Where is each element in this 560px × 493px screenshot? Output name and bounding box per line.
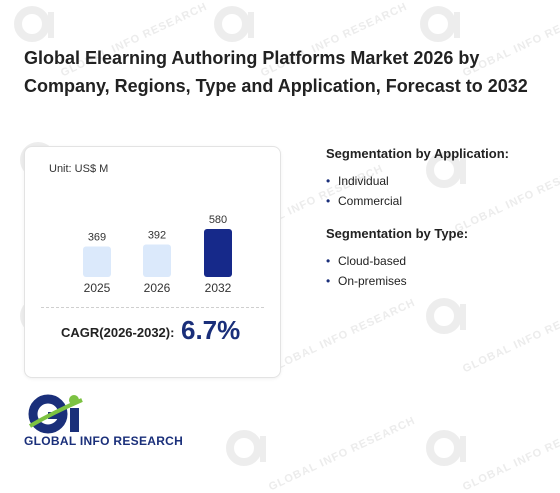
card-divider	[41, 307, 264, 308]
bar-value-label: 580	[209, 214, 227, 226]
market-size-card: Unit: US$ M 369 2025 392 2026 580 2032 CAGR(2…	[24, 146, 281, 378]
watermark-logo-icon	[426, 430, 466, 466]
gi-logo-icon	[28, 394, 83, 434]
category-label: 2025	[84, 281, 111, 295]
list-item: Individual	[326, 171, 546, 191]
cagr-label: CAGR(2026-2032):	[61, 325, 175, 340]
watermark-logo-icon	[226, 430, 266, 466]
watermark-logo-icon	[14, 6, 54, 42]
category-label: 2026	[144, 281, 171, 295]
watermark-logo-icon	[214, 6, 254, 42]
list-item: Cloud-based	[326, 251, 546, 271]
category-label: 2032	[205, 281, 232, 295]
watermark-text: GLOBAL INFO RESEARCH	[266, 414, 418, 493]
bar-value-label: 369	[88, 231, 106, 243]
watermark-logo-icon	[426, 298, 466, 334]
bar-value-label: 392	[148, 230, 166, 242]
watermark-text: GLOBAL INFO RESEARCH	[460, 414, 560, 493]
chart-unit-label: Unit: US$ M	[49, 163, 109, 175]
segmentation-application-heading: Segmentation by Application:	[326, 146, 509, 161]
application-list: Individual Commercial	[326, 171, 546, 211]
segmentation-type-heading: Segmentation by Type:	[326, 226, 469, 241]
cagr-value: 6.7%	[181, 315, 241, 345]
watermark-logo-icon	[420, 6, 460, 42]
type-list: Cloud-based On-premises	[326, 251, 546, 291]
logo-text: GLOBAL INFO RESEARCH	[24, 434, 184, 448]
list-item: On-premises	[326, 271, 546, 291]
page-title: Global Elearning Authoring Platforms Mar…	[24, 48, 528, 96]
company-logo: GLOBAL INFO RESEARCH	[24, 392, 194, 452]
bar-2025	[83, 246, 111, 277]
watermark-text: GLOBAL INFO RESEARCH	[266, 296, 418, 376]
watermark-text: GLOBAL INFO RESEARCH	[460, 296, 560, 376]
list-item: Commercial	[326, 191, 546, 211]
segmentation-by-type: Segmentation by Type: Cloud-based On-pre…	[326, 226, 546, 291]
bar-2026	[143, 244, 171, 277]
market-size-bar-chart: 369 2025 392 2026 580 2032	[83, 214, 232, 295]
segmentation-by-application: Segmentation by Application: Individual …	[326, 146, 546, 211]
bar-2032	[204, 229, 232, 277]
